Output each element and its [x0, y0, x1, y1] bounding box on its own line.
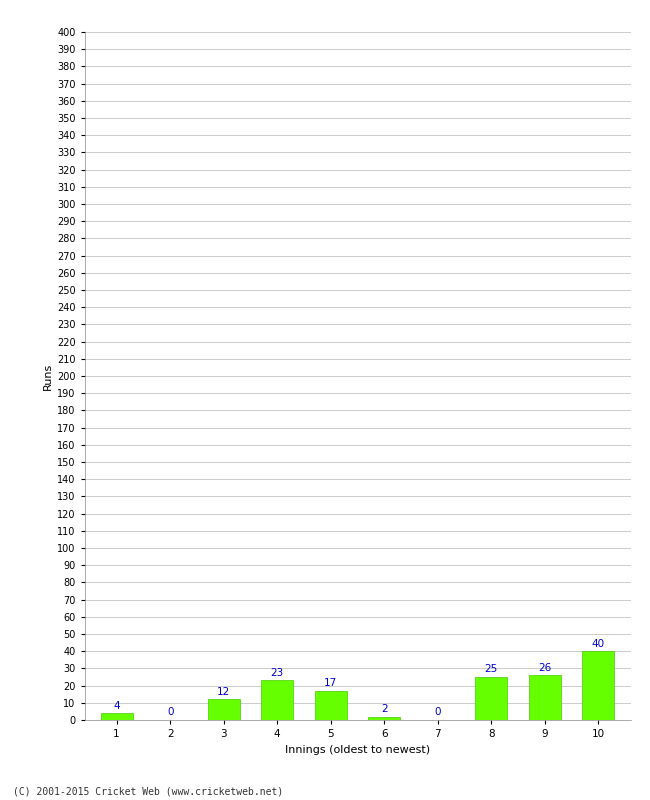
- Text: 40: 40: [592, 638, 605, 649]
- Text: 4: 4: [113, 701, 120, 710]
- Text: 12: 12: [217, 686, 230, 697]
- Text: 2: 2: [381, 704, 387, 714]
- Text: 17: 17: [324, 678, 337, 688]
- Bar: [315, 690, 347, 720]
- Bar: [582, 651, 614, 720]
- Text: 0: 0: [435, 707, 441, 718]
- Bar: [475, 677, 508, 720]
- Bar: [261, 681, 293, 720]
- Text: 26: 26: [538, 662, 551, 673]
- Bar: [207, 699, 240, 720]
- Text: 23: 23: [270, 668, 284, 678]
- Text: (C) 2001-2015 Cricket Web (www.cricketweb.net): (C) 2001-2015 Cricket Web (www.cricketwe…: [13, 786, 283, 796]
- X-axis label: Innings (oldest to newest): Innings (oldest to newest): [285, 745, 430, 754]
- Bar: [368, 717, 400, 720]
- Bar: [529, 675, 561, 720]
- Bar: [101, 713, 133, 720]
- Text: 25: 25: [485, 665, 498, 674]
- Text: 0: 0: [167, 707, 174, 718]
- Y-axis label: Runs: Runs: [43, 362, 53, 390]
